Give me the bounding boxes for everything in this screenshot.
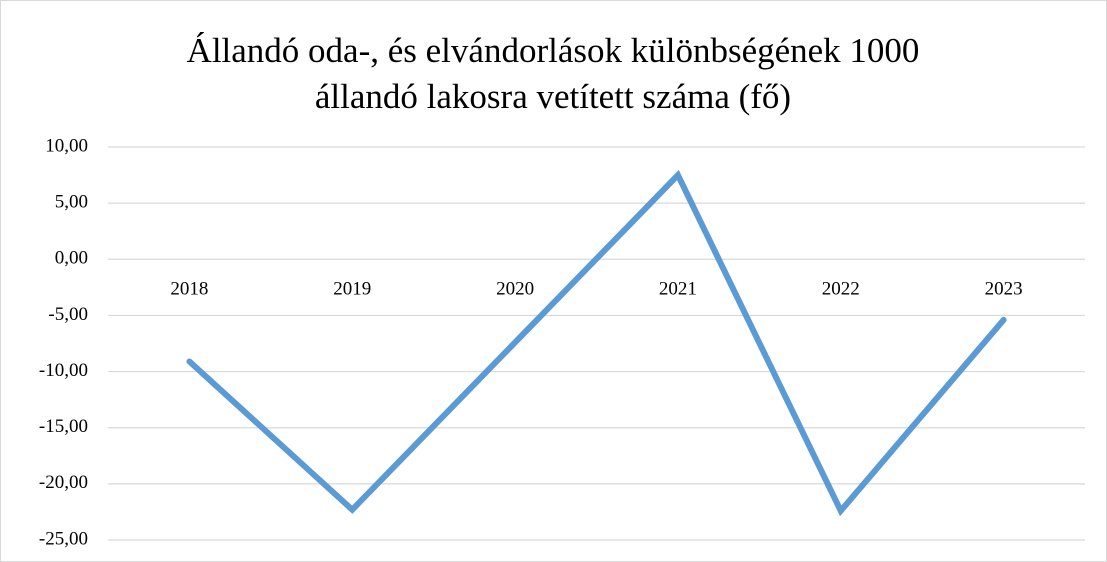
- y-tick-label: -20,00: [39, 472, 88, 493]
- x-tick-label: 2018: [170, 279, 208, 300]
- y-tick-label: -15,00: [39, 416, 88, 437]
- x-tick-label: 2023: [985, 279, 1023, 300]
- y-tick-label: -10,00: [39, 360, 88, 381]
- y-tick-label: 10,00: [45, 135, 88, 156]
- line: [186, 169, 1007, 517]
- y-tick-label: -25,00: [39, 528, 88, 549]
- y-tick-label: -5,00: [48, 304, 88, 325]
- x-tick-label: 2020: [496, 279, 534, 300]
- y-tick-label: 0,00: [55, 248, 88, 269]
- x-tick-label: 2019: [333, 279, 371, 300]
- y-tick-label: 5,00: [55, 192, 88, 213]
- x-tick-label: 2022: [822, 279, 860, 300]
- chart-title: Állandó oda-, és elvándorlások különbség…: [186, 31, 920, 116]
- x-tick-label: 2021: [659, 279, 697, 300]
